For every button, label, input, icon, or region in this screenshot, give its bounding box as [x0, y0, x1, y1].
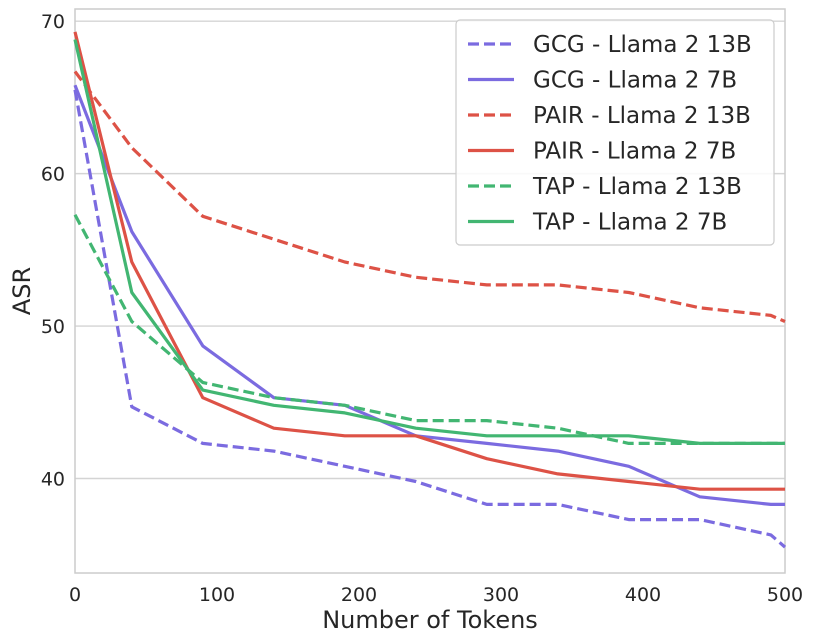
series-line: [73, 84, 785, 506]
legend-label: PAIR - Llama 2 7B: [533, 139, 736, 165]
x-tick-label: 0: [69, 584, 81, 606]
y-axis-label: ASR: [8, 267, 36, 315]
series-line: [73, 89, 787, 549]
y-tick-label: 50: [41, 316, 65, 338]
legend-items: GCG - Llama 2 13B GCG - Llama 2 7B PAIR - …: [468, 32, 752, 236]
legend-label: GCG - Llama 2 7B: [533, 68, 737, 94]
y-tick-label: 60: [41, 164, 65, 186]
legend-label: PAIR - Llama 2 13B: [533, 103, 751, 129]
series-lines: [73, 31, 787, 549]
tick-labels: 40 50 60 70 0 100 200 300 400 500: [41, 11, 803, 606]
y-tick-label: 70: [41, 11, 65, 33]
plot-frame: [74, 8, 786, 574]
x-tick-label: 200: [341, 584, 377, 606]
legend: GCG - Llama 2 13B GCG - Llama 2 7B PAIR - …: [455, 19, 775, 246]
legend-label: GCG - Llama 2 13B: [533, 32, 752, 58]
y-tick-label: 40: [41, 468, 65, 490]
legend-label: TAP - Llama 2 7B: [532, 210, 727, 236]
x-tick-label: 400: [625, 584, 661, 606]
legend-label: TAP - Llama 2 13B: [532, 174, 742, 200]
legend-box: [455, 19, 775, 246]
series-line: [73, 214, 785, 445]
series-line: [73, 39, 785, 445]
x-tick-label: 100: [199, 584, 235, 606]
x-tick-label: 500: [767, 584, 803, 606]
series-line: [73, 70, 786, 323]
x-tick-label: 300: [483, 584, 519, 606]
x-axis-label: Number of Tokens: [322, 606, 538, 634]
